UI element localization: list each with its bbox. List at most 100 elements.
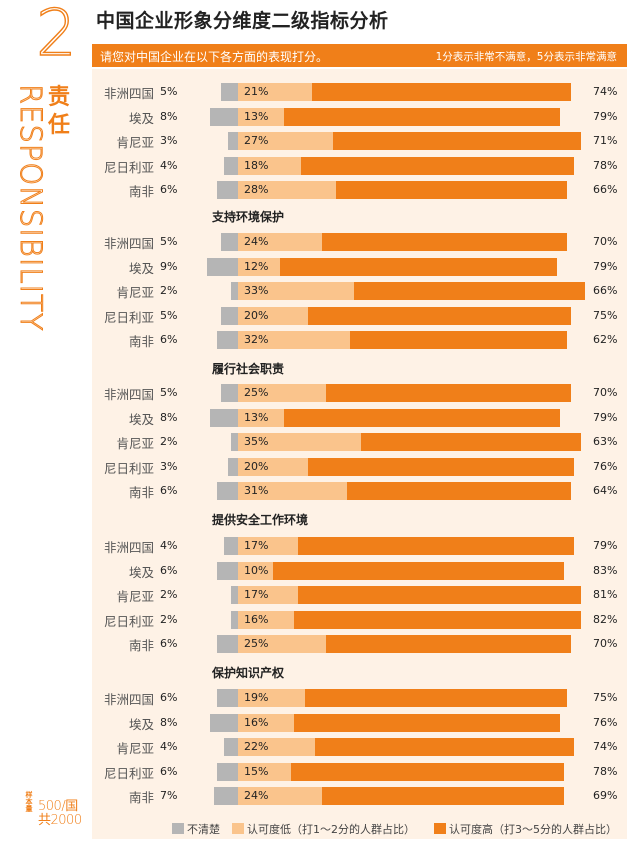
bar-high (304, 689, 567, 707)
bar-high (350, 331, 567, 349)
bar-unclear (217, 561, 238, 580)
bar-low: 27% (238, 132, 333, 150)
section-title: 支持环境保护 (212, 210, 285, 224)
bar-unclear (210, 107, 238, 126)
bar-high (325, 384, 571, 402)
high-value: 76% (593, 715, 618, 729)
bar-high (297, 586, 581, 604)
bar-unclear (224, 537, 238, 555)
unclear-value: 3% (160, 459, 178, 473)
unclear-value: 6% (160, 691, 178, 704)
country-label: 非洲四国 (103, 236, 154, 251)
legend-unclear: 不清楚 (172, 821, 220, 837)
bar-unclear (217, 482, 238, 500)
low-value: 13% (244, 109, 269, 123)
bar-low: 15% (238, 762, 291, 781)
legend-low: 认可度低（打1～2分的人群占比） (232, 821, 415, 837)
high-value: 79% (593, 539, 618, 552)
country-label: 埃及 (128, 564, 154, 580)
high-value: 62% (593, 333, 618, 346)
low-value: 16% (244, 612, 269, 626)
country-label: 南非 (128, 790, 154, 805)
high-value: 81% (593, 588, 618, 601)
bar-unclear (231, 610, 238, 629)
bar-high (322, 233, 567, 251)
low-value: 33% (244, 284, 269, 297)
bar-low: 24% (238, 787, 322, 805)
bar-low: 17% (238, 537, 298, 555)
bar-low: 12% (238, 257, 280, 276)
bar-high (308, 306, 571, 325)
side-title-cn: 责任 (48, 85, 71, 138)
section-number: 2 (35, 0, 77, 71)
sample-label: 样本量 (25, 791, 33, 812)
country-label: 肯尼亚 (116, 285, 154, 300)
high-value: 70% (593, 235, 618, 248)
bar-unclear (217, 689, 238, 707)
low-value: 16% (244, 715, 269, 729)
bar-unclear (217, 635, 238, 653)
bar-unclear (220, 384, 238, 402)
low-value: 18% (244, 158, 269, 172)
country-label: 非洲四国 (103, 86, 154, 101)
bar-low: 17% (238, 586, 298, 604)
bar-unclear (217, 331, 238, 349)
bar-high (283, 408, 560, 427)
side-title-en: RESPONSIBILITY (14, 84, 49, 333)
legend-swatch-unclear (172, 823, 184, 834)
bar-unclear (220, 233, 238, 251)
country-label: 南非 (128, 334, 154, 349)
bar-low: 20% (238, 457, 308, 476)
bar-high (360, 433, 581, 451)
bar-high (280, 257, 557, 276)
country-label: 非洲四国 (103, 540, 154, 555)
bar-low: 24% (238, 233, 322, 251)
country-label: 南非 (128, 638, 154, 653)
bar-unclear (213, 787, 238, 805)
bar-low: 25% (238, 384, 326, 402)
bar-low: 28% (238, 181, 336, 199)
country-label: 南非 (128, 485, 154, 500)
low-value: 17% (244, 588, 269, 601)
bar-high (297, 537, 574, 555)
bar-low: 20% (238, 306, 308, 325)
low-value: 22% (244, 740, 269, 753)
unclear-value: 8% (160, 109, 178, 123)
bar-high (353, 282, 585, 300)
high-value: 78% (593, 158, 618, 172)
page-title: 中国企业形象分维度二级指标分析 (96, 10, 389, 32)
country-label: 埃及 (128, 260, 154, 276)
high-value: 79% (593, 410, 618, 424)
bar-unclear (217, 762, 238, 781)
unclear-value: 5% (160, 386, 178, 399)
unclear-value: 2% (160, 435, 178, 448)
bar-low: 25% (238, 635, 326, 653)
legend-swatch-high (434, 823, 446, 834)
high-value: 79% (593, 109, 618, 123)
bar-unclear (210, 713, 238, 732)
high-value: 82% (593, 612, 618, 626)
high-value: 78% (593, 764, 618, 778)
low-value: 35% (244, 435, 269, 448)
bar-high (346, 482, 571, 500)
unclear-value: 4% (160, 539, 178, 552)
bar-high (273, 561, 564, 580)
high-value: 66% (593, 183, 618, 196)
high-value: 83% (593, 563, 618, 577)
bar-low: 19% (238, 689, 305, 707)
country-label: 肯尼亚 (116, 135, 154, 150)
high-value: 71% (593, 134, 618, 147)
unclear-value: 6% (160, 333, 178, 346)
high-value: 76% (593, 459, 618, 473)
unclear-value: 6% (160, 637, 178, 650)
legend-label-unclear: 不清楚 (187, 823, 220, 836)
country-label: 埃及 (128, 110, 154, 126)
high-value: 74% (593, 85, 618, 98)
bar-high (311, 83, 571, 101)
legend-label-high: 认可度高（打3～5分的人群占比） (449, 823, 617, 836)
bar-high (283, 107, 560, 126)
unclear-value: 4% (160, 740, 178, 753)
bar-high (322, 787, 564, 805)
legend-swatch-low (232, 823, 244, 834)
country-label: 尼日利亚 (103, 309, 154, 325)
